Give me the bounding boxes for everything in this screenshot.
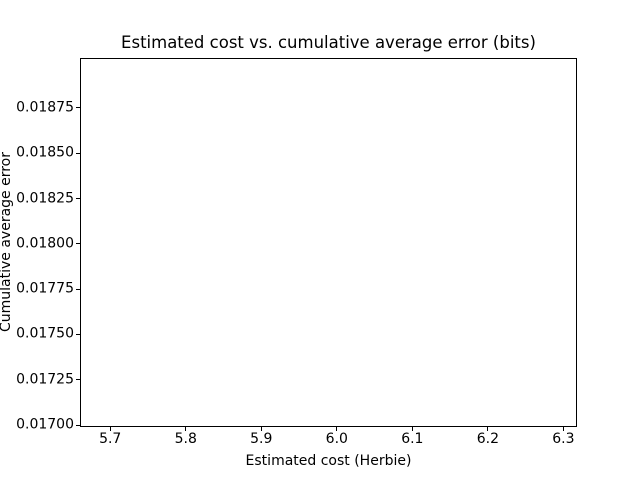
- y-tick-mark: [76, 198, 80, 200]
- x-tick-mark: [562, 427, 564, 431]
- y-tick-label: 0.01850: [16, 144, 74, 161]
- y-tick-mark: [76, 288, 80, 290]
- x-tick-mark: [336, 427, 338, 431]
- x-tick-mark: [185, 427, 187, 431]
- x-tick-label: 5.9: [250, 431, 273, 447]
- x-tick-label: 6.1: [401, 431, 424, 447]
- y-tick-label: 0.01825: [16, 189, 74, 206]
- y-tick-label: 0.01700: [16, 416, 74, 433]
- x-tick-mark: [109, 427, 111, 431]
- x-tick-label: 6.3: [552, 431, 575, 447]
- y-tick-mark: [76, 379, 80, 381]
- x-tick-label: 5.7: [99, 431, 122, 447]
- y-tick-mark: [76, 152, 80, 154]
- x-tick-mark: [487, 427, 489, 431]
- y-tick-label: 0.01775: [16, 280, 74, 297]
- x-tick-mark: [411, 427, 413, 431]
- chart-title: Estimated cost vs. cumulative average er…: [121, 33, 536, 52]
- y-tick-mark: [76, 424, 80, 426]
- y-tick-mark: [76, 333, 80, 335]
- x-tick-mark: [260, 427, 262, 431]
- x-tick-label: 5.8: [174, 431, 197, 447]
- y-tick-mark: [76, 107, 80, 109]
- y-tick-label: 0.01750: [16, 325, 74, 342]
- y-tick-mark: [76, 243, 80, 245]
- x-tick-label: 6.0: [325, 431, 348, 447]
- y-tick-label: 0.01725: [16, 371, 74, 388]
- x-tick-label: 6.2: [476, 431, 499, 447]
- y-tick-label: 0.01800: [16, 235, 74, 252]
- y-tick-label: 0.01875: [16, 99, 74, 116]
- x-axis-label: Estimated cost (Herbie): [245, 453, 412, 469]
- plot-area: [80, 58, 577, 427]
